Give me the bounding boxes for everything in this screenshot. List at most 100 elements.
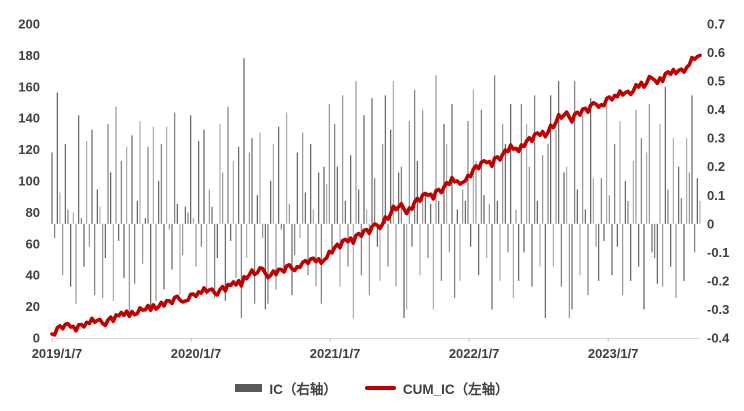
ic-bar — [78, 115, 80, 224]
ic-bar — [350, 155, 352, 224]
ic-bar — [254, 223, 256, 304]
ic-bar — [128, 223, 130, 319]
ic-bar — [558, 81, 560, 224]
ic-bar — [566, 166, 568, 224]
right-axis-label: -0.3 — [707, 302, 729, 317]
ic-bar — [678, 166, 680, 224]
ic-bar — [555, 129, 557, 224]
ic-bar — [139, 121, 141, 224]
ic-bar — [536, 200, 538, 224]
left-axis-label: 140 — [18, 111, 40, 126]
ic-bar — [686, 138, 688, 224]
ic-bar — [275, 223, 277, 290]
ic-bar — [176, 203, 178, 224]
ic-bar — [206, 223, 208, 296]
ic-bar — [534, 95, 536, 224]
ic-bar — [451, 103, 453, 224]
ic-bar — [227, 106, 229, 224]
ic-bar — [459, 223, 461, 281]
ic-bar — [491, 223, 493, 310]
ic-bar — [478, 223, 480, 276]
ic-bar-swatch-icon — [235, 384, 263, 392]
ic-bar — [614, 143, 616, 224]
left-axis-label: 60 — [26, 236, 40, 251]
ic-bar — [611, 223, 613, 276]
ic-bar — [544, 223, 546, 319]
ic-bar — [499, 223, 501, 281]
ic-bar — [123, 223, 125, 279]
x-axis-label: 2023/1/7 — [588, 346, 639, 361]
ic-bar — [334, 123, 336, 224]
ic-bar — [331, 223, 333, 253]
ic-bar — [683, 223, 685, 281]
ic-bar — [662, 223, 664, 287]
ic-bar — [347, 223, 349, 267]
ic-bar — [654, 223, 656, 259]
ic-bar — [147, 146, 149, 224]
ic-bar — [318, 172, 320, 224]
ic-bar — [512, 223, 514, 299]
ic-bar — [72, 212, 74, 224]
x-axis-label: 2021/1/7 — [310, 346, 361, 361]
ic-bar — [59, 192, 61, 224]
ic-bar — [416, 161, 418, 224]
ic-bar — [403, 223, 405, 319]
ic-bar — [272, 143, 274, 224]
left-axis-label: 100 — [18, 174, 40, 189]
ic-bar — [315, 223, 317, 287]
right-axis-label: -0.1 — [707, 245, 729, 260]
ic-bar — [211, 206, 213, 224]
ic-bar — [680, 198, 682, 224]
ic-bar — [232, 161, 234, 224]
ic-bar — [118, 223, 120, 241]
ic-bar — [427, 223, 429, 259]
ic-bar — [667, 189, 669, 224]
ic-bar — [259, 132, 261, 224]
ic-bar — [358, 189, 360, 224]
ic-bar — [110, 172, 112, 224]
ic-bar — [590, 98, 592, 224]
ic-bar — [323, 166, 325, 224]
ic-bar — [294, 223, 296, 256]
ic-bar — [112, 223, 114, 301]
ic-bar — [264, 223, 266, 310]
ic-bar — [494, 75, 496, 224]
ic-bar — [286, 112, 288, 224]
ic-bar — [360, 223, 362, 276]
ic-bar — [675, 223, 677, 299]
ic-bar — [379, 223, 381, 281]
ic-bar — [371, 98, 373, 224]
ic-bar — [144, 218, 146, 224]
ic-bar — [307, 223, 309, 276]
ic-bar — [336, 166, 338, 224]
ic-bar — [296, 152, 298, 224]
ic-bar — [622, 223, 624, 296]
chart-legend: IC（右轴） CUM_IC（左轴） — [0, 376, 744, 400]
ic-bar — [603, 223, 605, 241]
ic-bar — [216, 223, 218, 259]
ic-bar — [630, 223, 632, 281]
ic-bar — [270, 181, 272, 224]
ic-bar — [504, 143, 506, 224]
ic-bar — [582, 115, 584, 224]
ic-bar — [640, 138, 642, 224]
ic-bar — [624, 181, 626, 224]
ic-bar — [267, 223, 269, 304]
ic-bar — [126, 146, 128, 224]
ic-bar — [656, 223, 658, 284]
ic-bar — [619, 121, 621, 224]
ic-bar — [688, 172, 690, 224]
ic-bar — [224, 223, 226, 301]
ic-bar — [526, 123, 528, 224]
ic-bar — [168, 223, 170, 230]
ic-bars-series — [51, 58, 701, 319]
legend-item-cum-ic: CUM_IC（左轴） — [364, 378, 509, 398]
ic-bar — [664, 86, 666, 224]
ic-bar — [539, 223, 541, 267]
ic-bar — [88, 223, 90, 247]
ic-bar — [344, 200, 346, 224]
ic-bar — [248, 152, 250, 224]
ic-bar — [368, 223, 370, 296]
ic-bar — [160, 143, 162, 224]
ic-bar — [70, 223, 72, 287]
